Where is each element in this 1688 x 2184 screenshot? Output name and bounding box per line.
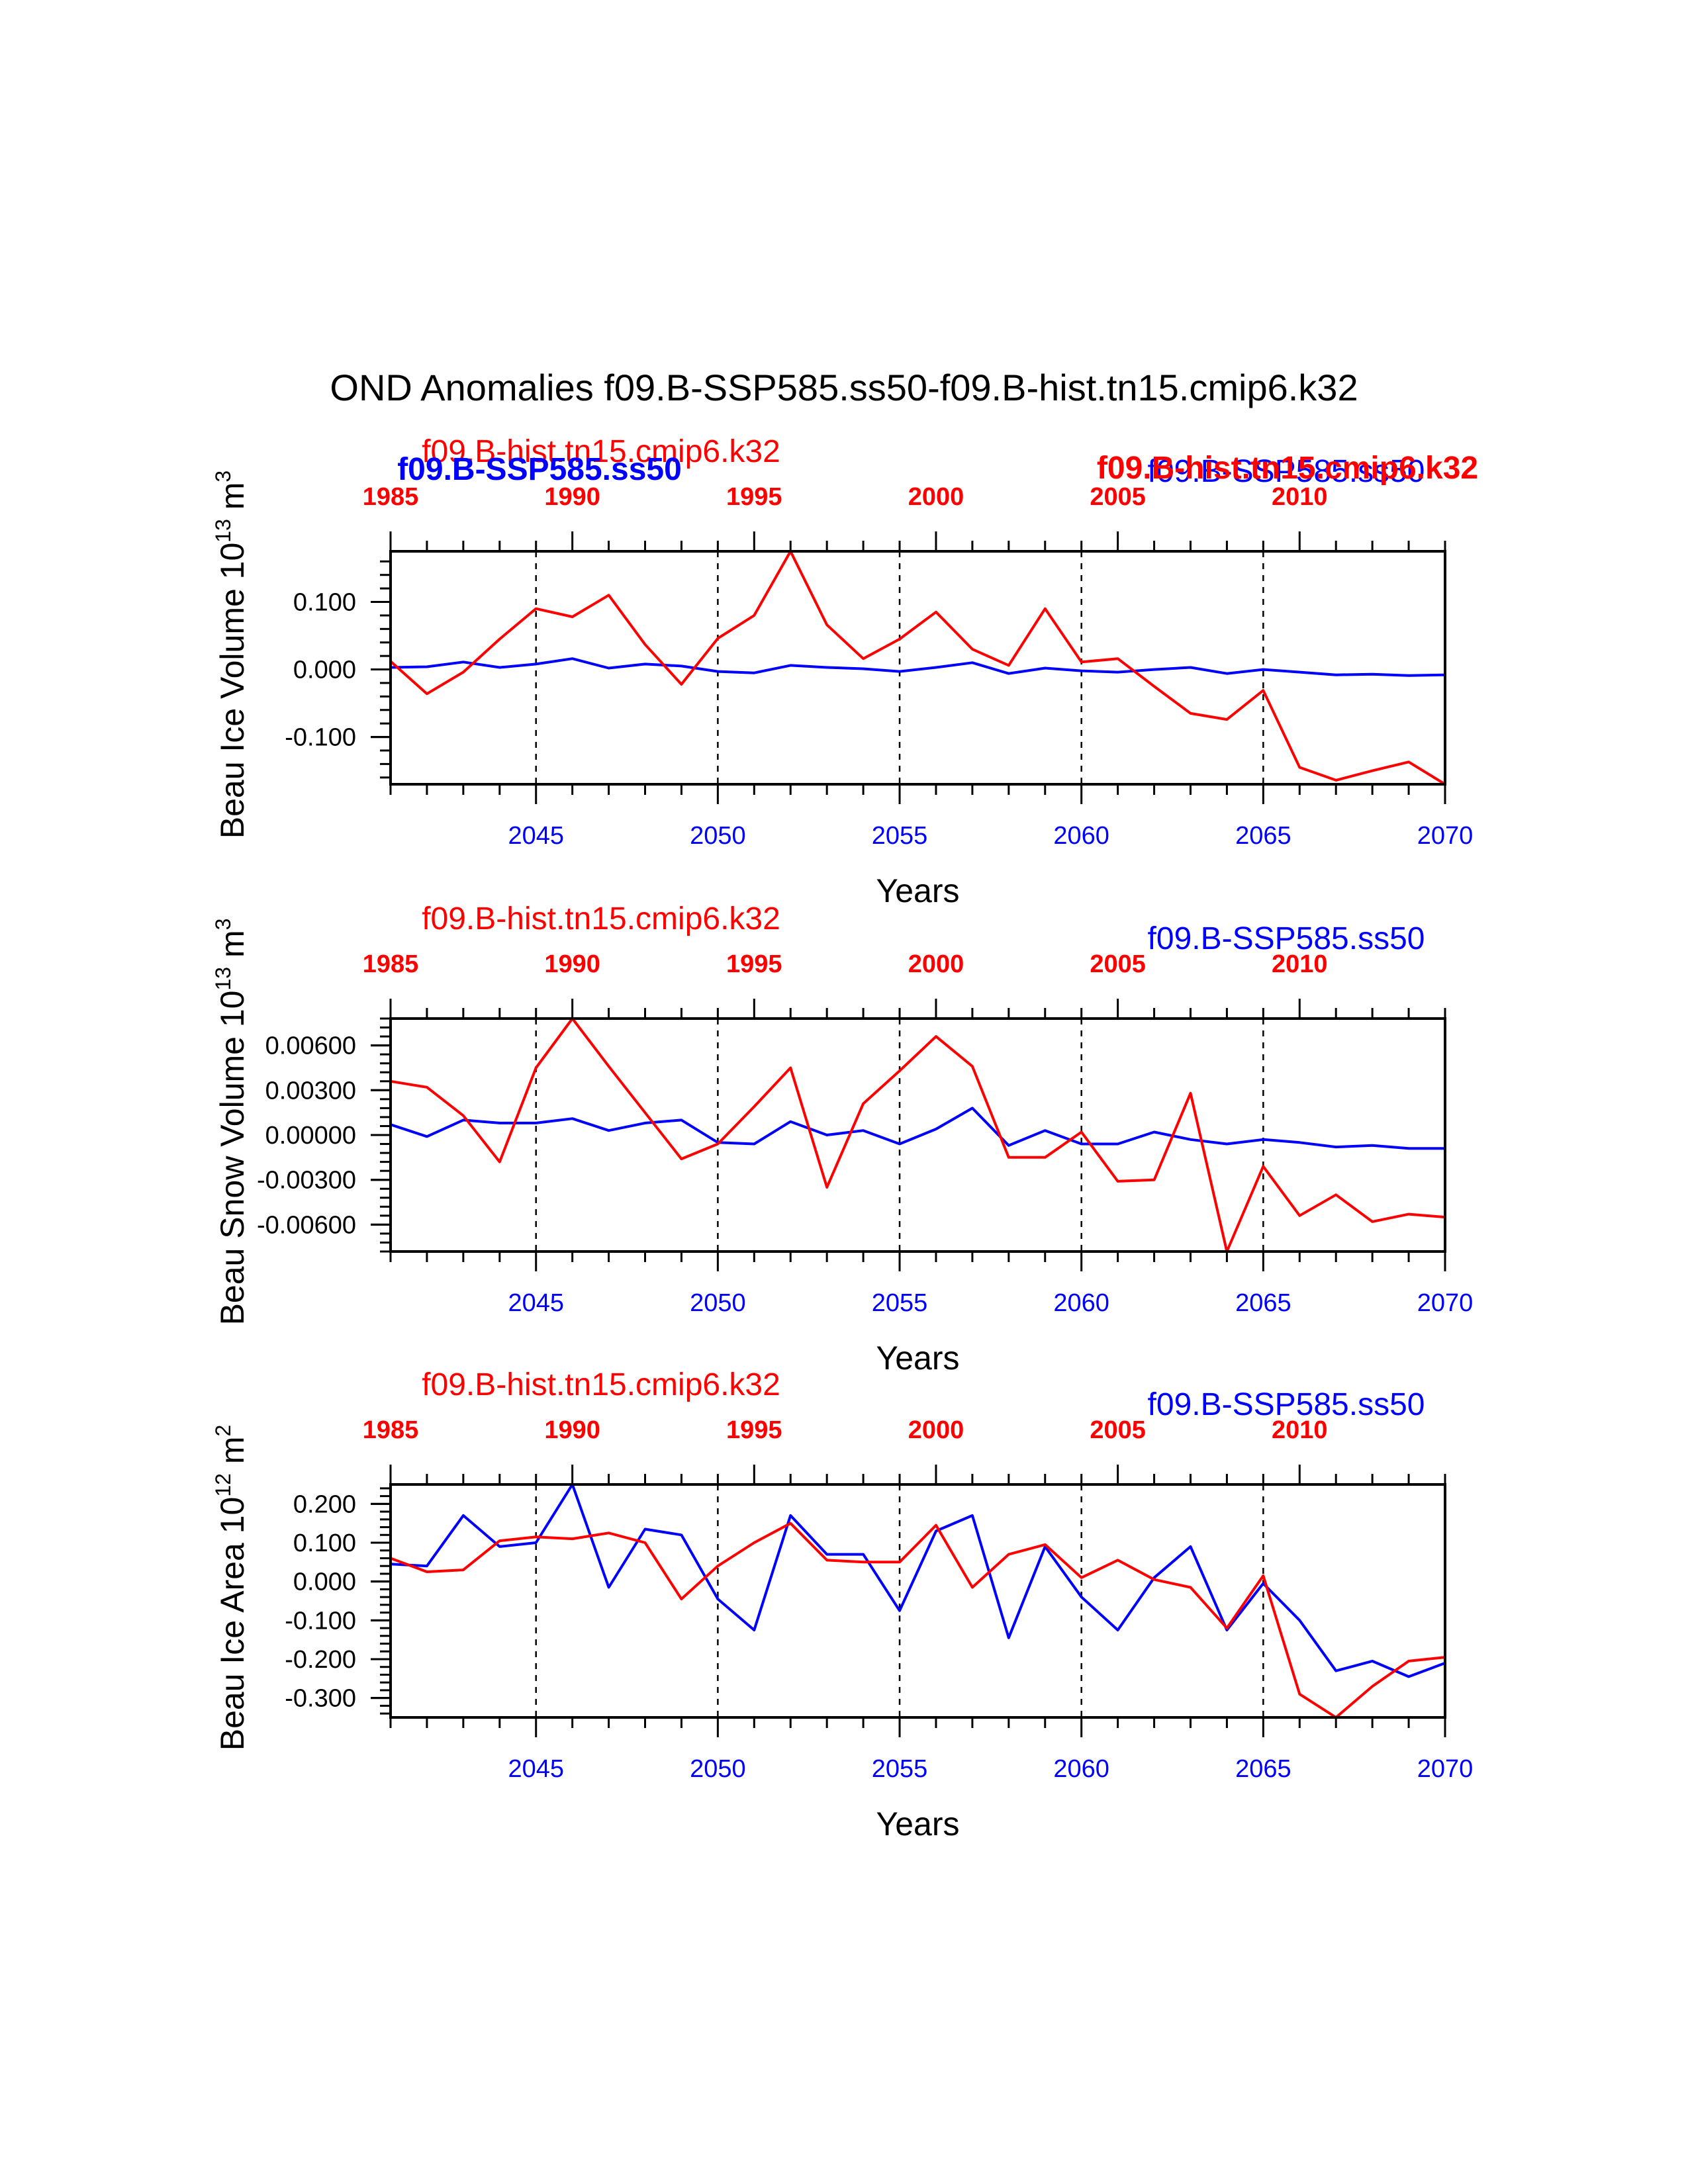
x-axis-label: Years [876,872,959,909]
series-layer [389,550,1446,786]
overlay-hist-label: f09.B-hist.tn15.cmip6.k32 [1097,451,1478,486]
top-tick-label: 2000 [908,950,964,978]
series-layer [390,1483,1446,1719]
series-line-hist [390,1017,1446,1253]
y-tick-label: 0.100 [293,1529,356,1557]
top-tick-label: 1990 [544,950,600,978]
reference-lines [535,1019,1264,1251]
legend-hist: f09.B-hist.tn15.cmip6.k32 [422,901,780,936]
top-tick-label: 2000 [908,483,964,511]
top-tick-label: 1990 [544,1416,600,1444]
y-tick-label: -0.300 [285,1685,356,1713]
top-tick-labels: 1985 1990 1995 2000 2005 2010 [363,483,1328,511]
figure-title: OND Anomalies f09.B-SSP585.ss50-f09.B-hi… [330,367,1358,408]
y-tick-label: -0.200 [285,1646,356,1674]
bottom-tick-label: 2065 [1235,1289,1291,1317]
series-layer [390,1017,1446,1253]
top-tick-labels: 1985 1990 1995 2000 2005 2010 [363,1416,1328,1444]
top-tick-label: 2010 [1272,483,1328,511]
y-tick-label: 0.100 [293,589,356,617]
top-tick-label: 2005 [1090,483,1146,511]
panel-snow-volume: 0.00600 0.00300 0.00000 -0.00300 -0.00600 20… [211,901,1473,1377]
y-tick-label: 0.00600 [265,1032,356,1060]
bottom-tick-label: 2060 [1053,1755,1109,1783]
bottom-tick-label: 2045 [508,1755,564,1783]
y-tick-label: -0.100 [285,1607,356,1635]
y-tick-label: -0.00300 [257,1167,356,1195]
legend-hist: f09.B-hist.tn15.cmip6.k32 [422,1367,780,1402]
y-tick-label: 0.000 [293,1569,356,1596]
bottom-tick-label: 2050 [690,1755,746,1783]
bottom-tick-label: 2045 [508,822,564,850]
y-axis-label: Beau Snow Volume 1013 m3 [211,919,251,1326]
y-axis-label: Beau Ice Area 1012 m2 [211,1425,251,1751]
top-tick-label: 2005 [1090,950,1146,978]
bottom-tick-label: 2050 [690,1289,746,1317]
series-line-hist [389,550,1446,786]
legend-ssp: f09.B-SSP585.ss50 [1148,1387,1425,1422]
y-tick-labels: 0.200 0.100 0.000 -0.100 -0.200 -0.300 [285,1490,356,1712]
bottom-tick-labels: 2045 2050 2055 2060 2065 2070 [508,1755,1473,1783]
top-tick-label: 1985 [363,1416,419,1444]
bottom-tick-label: 2050 [690,822,746,850]
y-tick-label: 0.00300 [265,1077,356,1105]
x-axis-label: Years [876,1805,959,1843]
bottom-tick-label: 2060 [1053,1289,1109,1317]
bottom-tick-label: 2055 [872,1289,928,1317]
series-line-ssp [390,1107,1445,1150]
reference-lines [535,1484,1264,1717]
bottom-tick-label: 2070 [1417,1755,1474,1783]
bottom-tick-label: 2045 [508,1289,564,1317]
bottom-tick-label: 2070 [1417,822,1474,850]
legend-ssp: f09.B-SSP585.ss50 [1148,921,1425,956]
top-tick-label: 2010 [1272,950,1328,978]
top-tick-label: 1995 [726,950,782,978]
plot-frame [389,1483,1446,1719]
overlay-ssp-label: f09.B-SSP585.ss50 [397,452,682,487]
legend-hist: f09.B-hist.tn15.cmip6.k32 [422,434,780,469]
top-tick-label: 1985 [363,483,419,511]
top-tick-label: 2010 [1272,1416,1328,1444]
bottom-tick-labels: 2045 2050 2055 2060 2065 2070 [508,822,1473,850]
panel-ice-volume: 0.100 0.000 -0.100 2045 2050 2055 2060 2065 207… [211,434,1478,909]
y-tick-label: 0.00000 [265,1122,356,1150]
x-axis-label: Years [876,1340,959,1377]
reference-lines [535,551,1264,784]
series-line-ssp [390,1483,1446,1678]
top-tick-label: 1990 [544,483,600,511]
axis-ticks [371,999,1446,1271]
bottom-tick-labels: 2045 2050 2055 2060 2065 2070 [508,1289,1473,1317]
top-tick-label: 2000 [908,1416,964,1444]
bottom-tick-label: 2065 [1235,822,1291,850]
y-tick-labels: 0.00600 0.00300 0.00000 -0.00300 -0.00600 [257,1032,356,1240]
bottom-tick-label: 2070 [1417,1289,1474,1317]
top-tick-labels: 1985 1990 1995 2000 2005 2010 [363,950,1328,978]
y-tick-labels: 0.100 0.000 -0.100 [285,589,356,752]
y-tick-label: 0.000 [293,657,356,684]
series-line-ssp [390,657,1446,677]
y-tick-label: 0.200 [293,1490,356,1518]
bottom-tick-label: 2055 [872,822,928,850]
plot-frame [389,550,1446,786]
axis-ticks [371,531,1446,804]
top-tick-label: 1985 [363,950,419,978]
bottom-tick-label: 2065 [1235,1755,1291,1783]
top-tick-label: 1995 [726,483,782,511]
y-axis-label: Beau Ice Volume 1013 m3 [211,471,251,839]
legend-ssp: f09.B-SSP585.ss50 [1148,454,1425,489]
bottom-tick-label: 2060 [1053,822,1109,850]
top-tick-label: 2005 [1090,1416,1146,1444]
axis-ticks [371,1465,1446,1737]
top-tick-label: 1995 [726,1416,782,1444]
plot-frame [389,1017,1446,1253]
series-line-hist [390,1522,1446,1719]
y-tick-label: -0.100 [285,724,356,752]
y-tick-label: -0.00600 [257,1211,356,1239]
bottom-tick-label: 2055 [872,1755,928,1783]
